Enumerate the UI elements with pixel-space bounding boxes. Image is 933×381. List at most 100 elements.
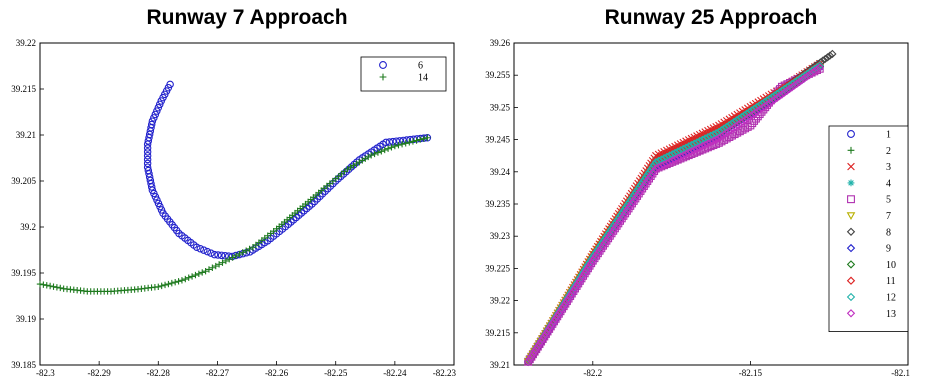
- data-point: [607, 229, 616, 238]
- legend-label: 5: [886, 195, 891, 206]
- data-point: [202, 267, 209, 275]
- data-point: [382, 138, 390, 147]
- chart-panel-2: -82.2 -82.15 -82.139.2139.21539.2239.22539…: [485, 38, 910, 378]
- data-point: [221, 251, 229, 260]
- data-point: [527, 352, 536, 361]
- data-point: [768, 97, 777, 106]
- y-tick-label: 39.195: [11, 268, 36, 278]
- data-point: [143, 159, 152, 168]
- data-point: [388, 144, 395, 151]
- data-point: [545, 324, 554, 334]
- data-point: [175, 278, 182, 285]
- data-point: [721, 129, 731, 138]
- y-tick-label: 39.215: [11, 84, 36, 94]
- data-point: [420, 135, 427, 142]
- data-point: [214, 251, 222, 259]
- data-point: [53, 284, 61, 291]
- data-point: [384, 145, 392, 152]
- data-point: [765, 98, 774, 108]
- data-point: [566, 291, 575, 301]
- legend-marker: [847, 179, 855, 187]
- data-point: [199, 269, 206, 276]
- data-point: [687, 147, 696, 156]
- data-point: [424, 134, 431, 141]
- series-14: [36, 134, 431, 295]
- data-point: [551, 314, 560, 323]
- data-point: [662, 159, 671, 168]
- data-point: [828, 49, 837, 59]
- series-4: [524, 62, 824, 366]
- data-point: [209, 264, 216, 271]
- x-tick-label: -82.15: [739, 368, 763, 378]
- data-point: [153, 107, 161, 115]
- legend-label: 3: [886, 162, 891, 173]
- data-point: [802, 72, 812, 81]
- data-point: [711, 135, 721, 144]
- legend-label: 9: [886, 244, 891, 255]
- legend-label: 6: [418, 61, 423, 72]
- data-point: [43, 282, 50, 289]
- y-tick-label: 39.215: [485, 328, 510, 338]
- data-point: [416, 136, 424, 143]
- data-point: [524, 357, 533, 366]
- y-tick-label: 39.22: [16, 38, 36, 48]
- data-point: [719, 130, 728, 140]
- data-point: [755, 105, 765, 114]
- data-point: [800, 74, 809, 83]
- legend-label: 12: [886, 293, 896, 304]
- x-tick-label: -82.3: [36, 368, 55, 378]
- data-point: [717, 132, 726, 141]
- data-point: [681, 149, 691, 159]
- data-point: [706, 138, 715, 147]
- data-point: [825, 51, 835, 60]
- data-point: [587, 259, 596, 268]
- data-point: [561, 299, 570, 308]
- data-point: [562, 296, 572, 306]
- data-point: [679, 151, 688, 160]
- data-point: [40, 281, 47, 288]
- x-tick-label: -82.27: [206, 368, 230, 378]
- data-point: [409, 138, 417, 145]
- data-point: [374, 149, 382, 156]
- data-point: [805, 70, 814, 79]
- data-point: [638, 184, 647, 193]
- data-point: [605, 231, 615, 240]
- data-point: [577, 274, 586, 283]
- data-point: [617, 214, 626, 223]
- x-tick-label: -82.29: [88, 368, 112, 378]
- y-tick-label: 39.21: [490, 360, 510, 370]
- data-point: [738, 117, 748, 126]
- y-tick-label: 39.185: [11, 360, 36, 370]
- data-point: [242, 247, 250, 254]
- data-point: [553, 312, 562, 321]
- data-point: [205, 266, 213, 273]
- chart-panel-1: -82.3 -82.29 -82.28 -82.27 -82.26 -82.25 -82.2…: [11, 38, 456, 378]
- data-point: [161, 281, 169, 289]
- legend-label: 8: [886, 227, 891, 238]
- series-1: [524, 62, 824, 366]
- y-tick-label: 39.25: [490, 102, 511, 112]
- data-point: [731, 122, 741, 131]
- data-point: [57, 284, 64, 292]
- legend-marker: [846, 243, 856, 253]
- legend-marker: [847, 162, 855, 171]
- y-tick-label: 39.205: [11, 176, 36, 186]
- data-point: [668, 156, 677, 165]
- y-tick-label: 39.23: [490, 231, 511, 241]
- data-point: [532, 344, 541, 354]
- y-tick-label: 39.235: [485, 199, 510, 209]
- data-point: [196, 244, 205, 253]
- data-point: [207, 249, 215, 257]
- legend-label: 4: [886, 178, 891, 189]
- data-point: [646, 171, 655, 181]
- data-point: [695, 143, 704, 152]
- data-point: [200, 246, 208, 254]
- data-point: [634, 189, 643, 198]
- series-11: [524, 60, 824, 366]
- data-point: [239, 249, 246, 256]
- data-point: [381, 146, 388, 154]
- data-point: [700, 140, 710, 150]
- data-point: [402, 140, 409, 147]
- data-point: [567, 289, 576, 298]
